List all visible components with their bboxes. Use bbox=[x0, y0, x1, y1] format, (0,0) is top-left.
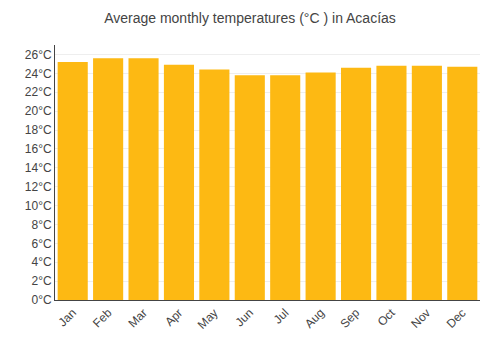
svg-text:20°C: 20°C bbox=[25, 104, 52, 118]
svg-text:Aug: Aug bbox=[302, 306, 327, 331]
svg-text:Dec: Dec bbox=[444, 306, 469, 331]
svg-text:18°C: 18°C bbox=[25, 123, 52, 137]
svg-text:2°C: 2°C bbox=[31, 274, 51, 288]
svg-text:4°C: 4°C bbox=[31, 255, 51, 269]
svg-text:Feb: Feb bbox=[90, 306, 115, 331]
svg-text:6°C: 6°C bbox=[31, 237, 51, 251]
svg-text:May: May bbox=[195, 306, 221, 332]
svg-text:8°C: 8°C bbox=[31, 218, 51, 232]
svg-text:24°C: 24°C bbox=[25, 67, 52, 81]
svg-text:Mar: Mar bbox=[125, 306, 150, 331]
svg-text:Jul: Jul bbox=[271, 306, 292, 327]
svg-text:Jun: Jun bbox=[233, 306, 257, 330]
svg-text:Apr: Apr bbox=[162, 306, 185, 329]
svg-text:0°C: 0°C bbox=[31, 293, 51, 307]
svg-text:Sep: Sep bbox=[337, 306, 362, 331]
svg-text:Oct: Oct bbox=[375, 305, 399, 329]
svg-text:12°C: 12°C bbox=[25, 180, 52, 194]
svg-text:10°C: 10°C bbox=[25, 199, 52, 213]
svg-text:Jan: Jan bbox=[55, 306, 79, 330]
svg-text:16°C: 16°C bbox=[25, 142, 52, 156]
svg-text:Nov: Nov bbox=[408, 306, 433, 331]
svg-text:Average monthly temperatures (: Average monthly temperatures (°C ) in Ac… bbox=[104, 10, 396, 26]
svg-text:22°C: 22°C bbox=[25, 85, 52, 99]
svg-text:14°C: 14°C bbox=[25, 161, 52, 175]
svg-text:26°C: 26°C bbox=[25, 48, 52, 62]
